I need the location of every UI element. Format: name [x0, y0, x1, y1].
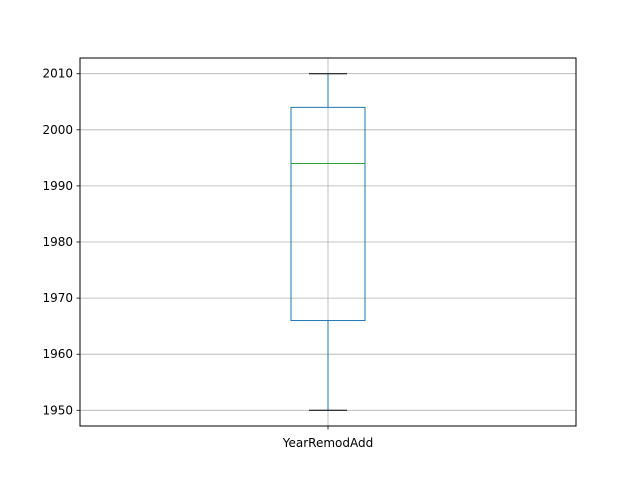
y-tick-label: 1990: [42, 179, 73, 193]
y-tick-label: 1970: [42, 291, 73, 305]
y-axis: 1950 1960 1970 1980 1990 2000 2010: [42, 67, 80, 417]
grid-lines: [80, 58, 576, 426]
box-plot-series: [290, 73, 366, 411]
iqr-box: [290, 106, 366, 322]
y-tick-label: 1960: [42, 347, 73, 361]
y-tick-label: 1980: [42, 235, 73, 249]
y-tick-label: 1950: [42, 403, 73, 417]
y-tick-label: 2000: [42, 123, 73, 137]
x-axis: YearRemodAdd: [282, 426, 373, 450]
y-tick-label: 2010: [42, 67, 73, 81]
x-tick-label: YearRemodAdd: [282, 436, 373, 450]
